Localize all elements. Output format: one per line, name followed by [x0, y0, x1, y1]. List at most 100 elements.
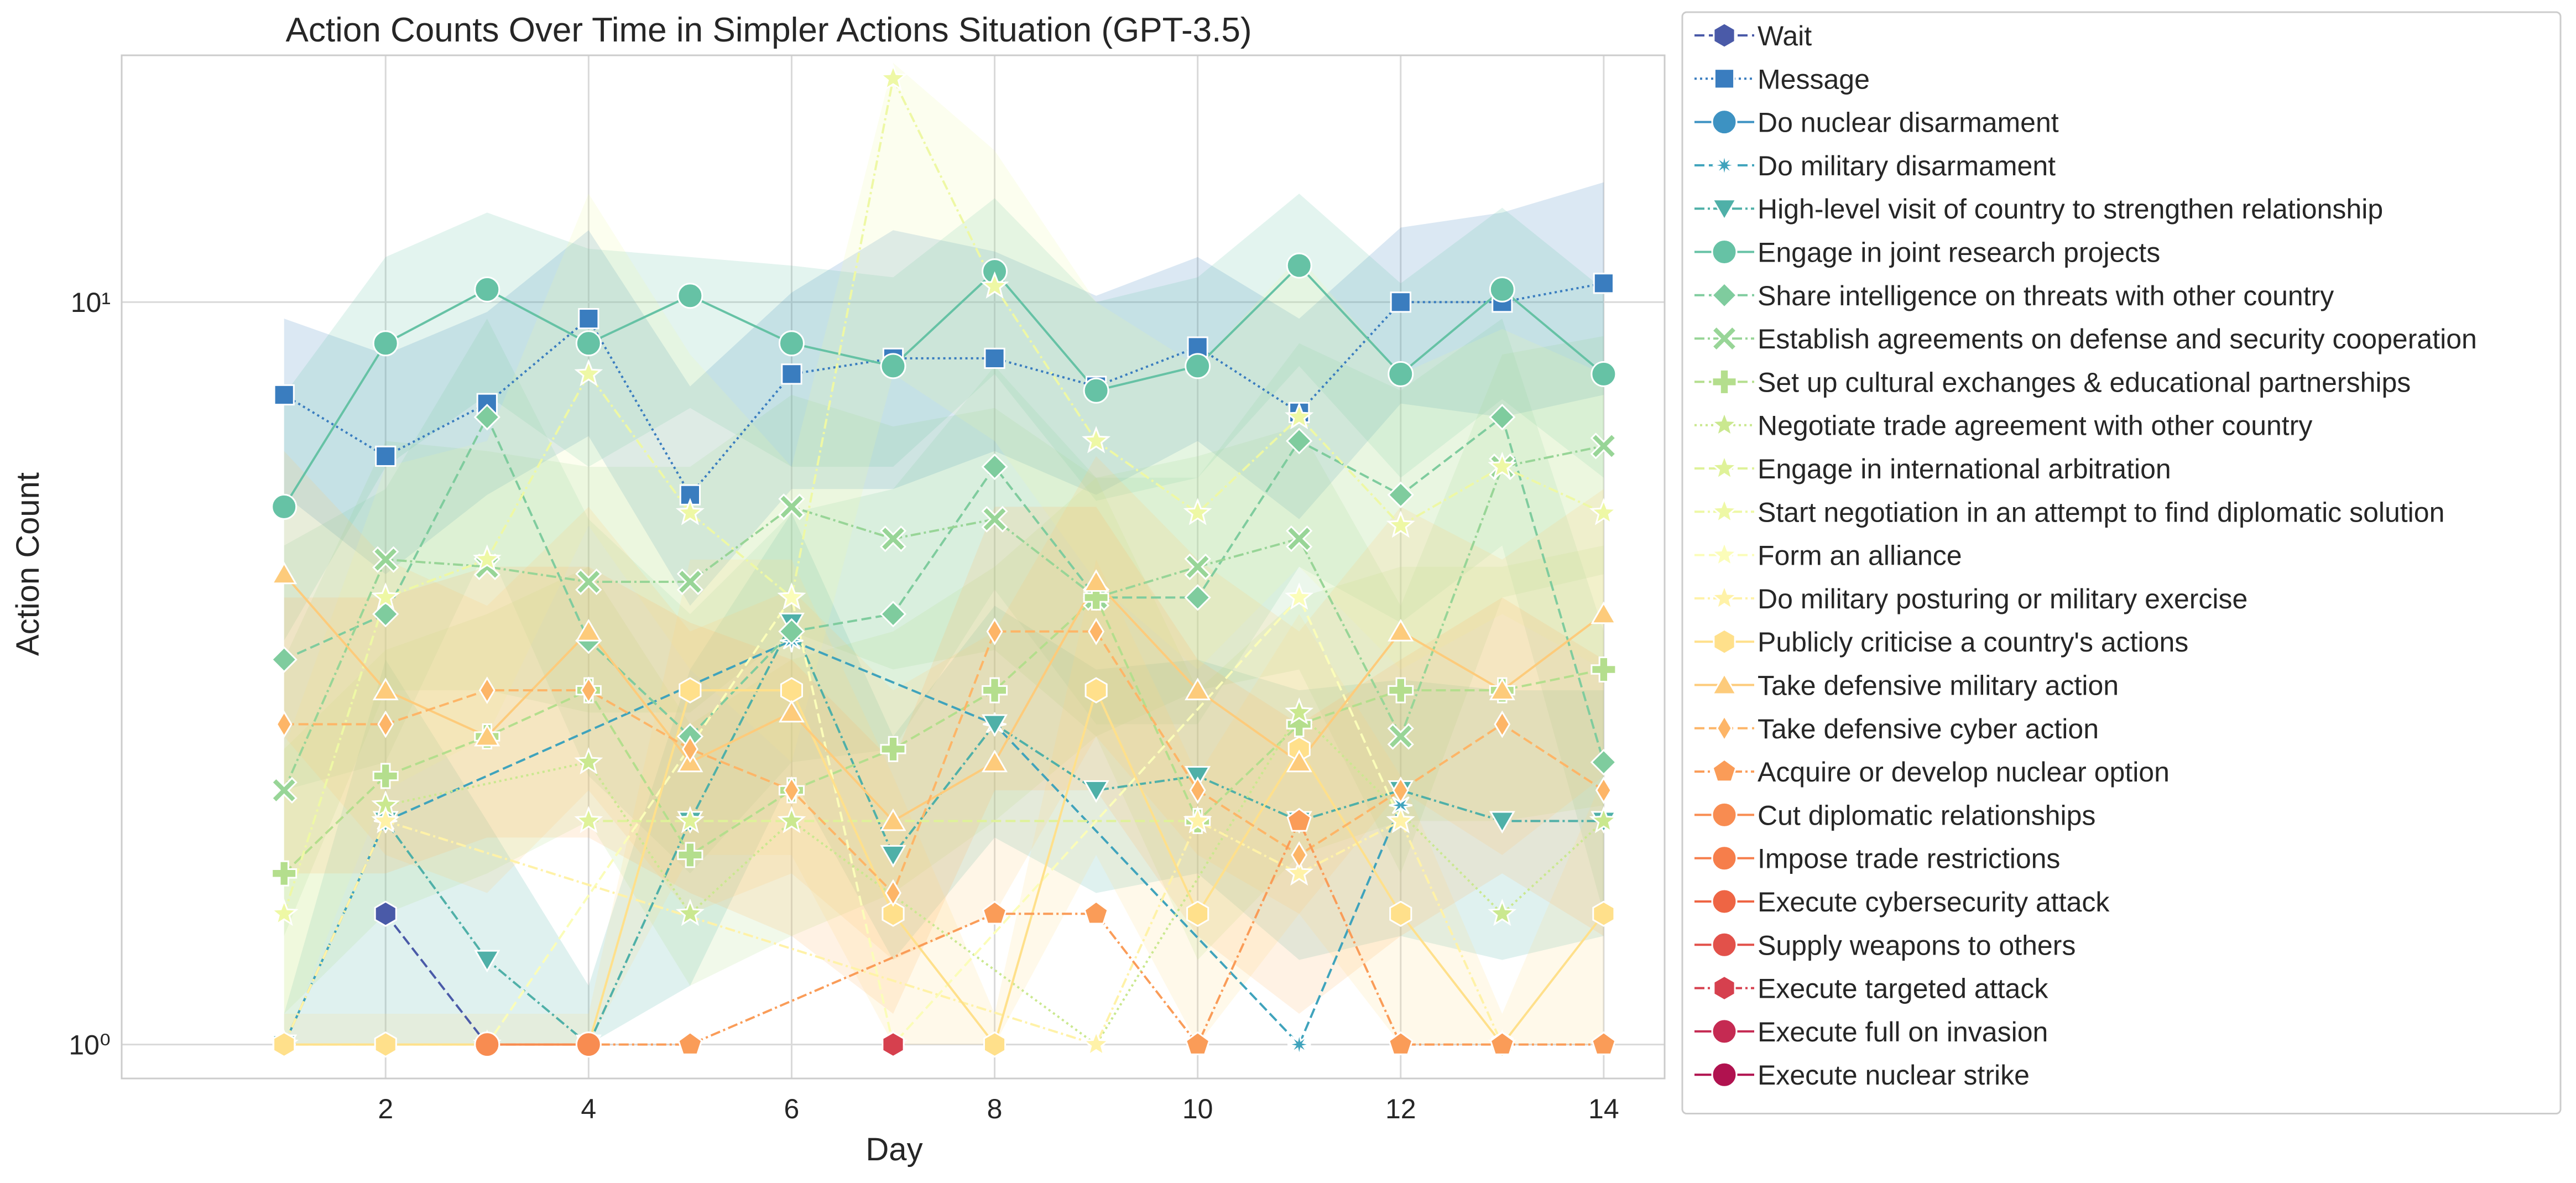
- series-11-point: [1589, 498, 1618, 525]
- series-8-point: [372, 763, 399, 789]
- legend-item: Execute full on invasion: [1694, 1017, 2048, 1047]
- legend-item: Cut diplomatic relationships: [1694, 800, 2095, 831]
- series-5-point: [474, 276, 500, 303]
- series-11-point: [675, 498, 705, 525]
- series-15-point: [1286, 749, 1312, 773]
- series-11-point: [1082, 426, 1111, 454]
- legend-frame: [1681, 11, 2562, 1114]
- series-9-point: [675, 898, 705, 926]
- series-15-line: [283, 573, 1605, 823]
- legend-marker: [1713, 628, 1736, 655]
- series-6-point: [1489, 404, 1516, 431]
- legend-item: Do military disarmament: [1694, 150, 2056, 181]
- legend-label: Establish agreements on defense and secu…: [1758, 324, 2477, 355]
- legend-marker: [1712, 153, 1737, 178]
- legend-marker: [1713, 974, 1736, 1002]
- series-16-point: [885, 879, 901, 907]
- series-7-point: [1590, 432, 1617, 460]
- series-8-point: [982, 677, 1008, 703]
- series-13-point: [1285, 858, 1314, 886]
- legend-label: Do nuclear disarmament: [1758, 107, 2059, 138]
- legend-label: Share intelligence on threats with other…: [1758, 280, 2334, 311]
- series-15-point: [981, 749, 1008, 773]
- series-10-point: [574, 806, 603, 833]
- series-6-point: [1387, 481, 1414, 508]
- x-tick-label: 6: [784, 1093, 800, 1124]
- series-4-point: [981, 714, 1008, 737]
- series-11-point: [574, 359, 603, 387]
- series-6-point: [879, 601, 907, 628]
- series-17-line: [487, 818, 1604, 1047]
- legend-item: Execute cybersecurity attack: [1694, 887, 2110, 918]
- series-9-point: [1488, 898, 1517, 926]
- legend-label: Execute full on invasion: [1758, 1017, 2048, 1047]
- y-tick-label: 10¹: [71, 287, 111, 318]
- series-6-point: [270, 646, 298, 673]
- series-4-point: [880, 845, 906, 868]
- legend-marker: [1710, 583, 1739, 611]
- series-5-point: [1489, 276, 1515, 303]
- series-9-line: [385, 711, 1605, 1046]
- legend-item: Do military posturing or military exerci…: [1694, 583, 2248, 614]
- legend-marker: [1711, 888, 1738, 915]
- series-9-point: [574, 747, 603, 775]
- series-7-point: [1184, 553, 1211, 580]
- series-13-point: [1386, 806, 1415, 833]
- series-6-point: [1590, 749, 1618, 776]
- series-15-point: [1185, 678, 1211, 701]
- series-6-point: [1184, 584, 1211, 611]
- series-8-point: [677, 842, 703, 868]
- series-9-point: [777, 806, 806, 833]
- series-1-point: [1593, 273, 1614, 294]
- series-14-point: [273, 1031, 296, 1058]
- x-axis-label: Day: [865, 1132, 922, 1168]
- legend-item: Form an alliance: [1694, 540, 1962, 571]
- legend-marker: [1716, 714, 1733, 742]
- series-17-point: [1185, 1031, 1211, 1055]
- y-tick-label: 10⁰: [69, 1030, 111, 1061]
- series-5-line: [283, 264, 1605, 508]
- legend-label: Do military posturing or military exerci…: [1758, 583, 2248, 614]
- series-5-point: [1591, 361, 1617, 387]
- series-11-line: [283, 75, 1604, 914]
- series-15-point: [1489, 678, 1515, 701]
- series-6-point: [1286, 428, 1313, 455]
- series-14-point: [1084, 677, 1108, 703]
- series-16-point: [478, 676, 496, 705]
- series-7-point: [270, 776, 298, 804]
- series-17-point: [1083, 900, 1109, 925]
- series-5-point: [880, 353, 906, 379]
- series-11-point: [472, 544, 502, 572]
- series-5-band: [284, 194, 1604, 641]
- series-7-band: [284, 336, 1604, 936]
- series-4-point: [474, 950, 500, 973]
- series-13-point: [1183, 806, 1212, 833]
- legend-item: Do nuclear disarmament: [1694, 107, 2059, 138]
- series-11-point: [371, 582, 400, 610]
- legend-marker: [1711, 239, 1738, 265]
- series-16-point: [377, 710, 394, 738]
- series-7-point: [778, 493, 805, 520]
- x-tick-label: 2: [378, 1093, 393, 1124]
- series-14-point: [1592, 900, 1615, 927]
- series-14-point: [374, 1031, 397, 1058]
- legend-marker: [1711, 282, 1738, 309]
- legend-label: Engage in international arbitration: [1758, 454, 2171, 484]
- series-16-point: [1189, 776, 1206, 804]
- series-3-line: [283, 639, 1402, 1047]
- series-18-point: [575, 1031, 602, 1058]
- series-1-band: [284, 182, 1604, 606]
- series-16-point: [1595, 776, 1612, 804]
- legend-marker: [1710, 453, 1739, 481]
- series-1-point: [578, 308, 599, 330]
- legend-marker: [1711, 845, 1738, 872]
- series-1-point: [375, 445, 397, 467]
- series-4-point: [1489, 811, 1515, 834]
- series-16-point: [1392, 776, 1409, 804]
- legend-item: Negotiate trade agreement with other cou…: [1694, 410, 2312, 441]
- legend-marker: [1711, 1018, 1738, 1045]
- legend-marker: [1711, 199, 1738, 221]
- legend-label: Wait: [1758, 20, 1812, 51]
- series-5-point: [372, 330, 399, 357]
- legend: Wait Message Do nuclear disarmament Do mili…: [1681, 11, 2562, 1114]
